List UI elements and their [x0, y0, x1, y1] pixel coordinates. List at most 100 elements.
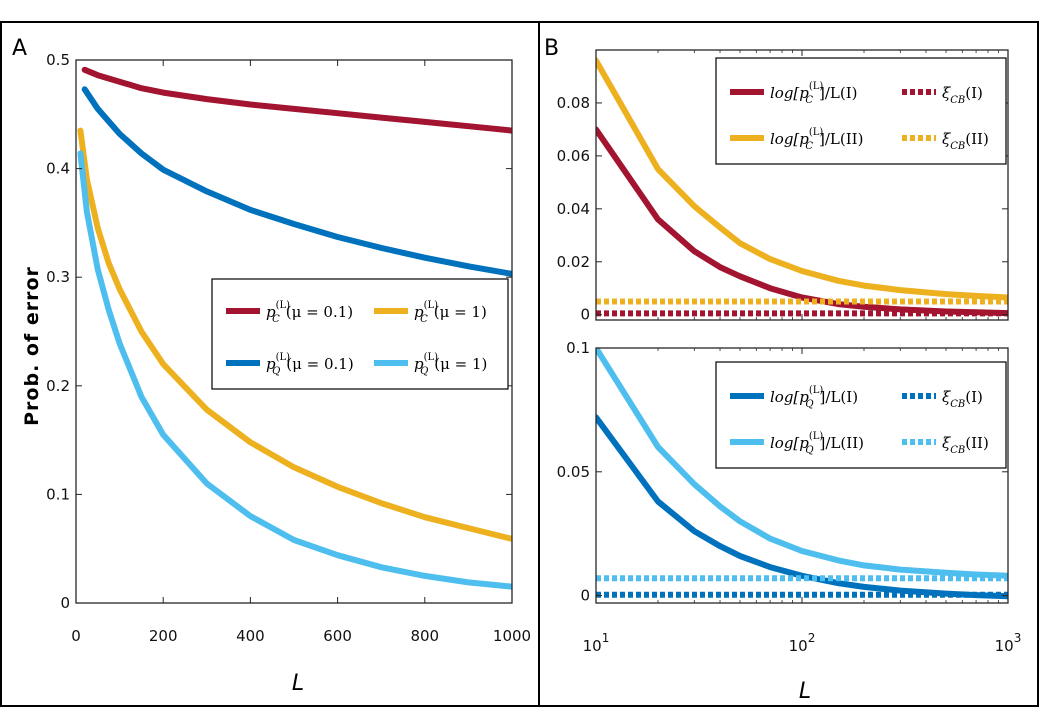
legend-label-sub: CB — [950, 445, 965, 456]
series-line-0-3 — [77, 150, 512, 590]
legend-label-sup: (L) — [809, 81, 824, 92]
legend-label: log[p(L) Q ]/L(II) — [770, 431, 864, 456]
y-tick-label: 0 — [580, 587, 590, 605]
x-tick-base: 10 — [789, 637, 808, 655]
legend-label: p(L) C (μ = 1) — [414, 300, 487, 325]
legend-label: ξCB(I) — [942, 388, 983, 410]
legend-label-sup: (L) — [276, 300, 291, 311]
legend-label: p(L) C (μ = 0.1) — [266, 300, 353, 325]
legend-label-tail: ]/L(I) — [819, 84, 858, 102]
legend-label-tail: (II) — [965, 130, 989, 148]
x-tick-label: 0 — [71, 627, 81, 645]
legend-label: ξCB(II) — [942, 434, 989, 456]
legend-label: ξCB(II) — [942, 130, 989, 152]
y-tick-label: 0.1 — [46, 485, 70, 503]
axes-box — [75, 59, 513, 604]
legend-label-base: p — [414, 303, 424, 321]
legend-label-tail: (II) — [965, 434, 989, 452]
legend-label-sub: Q — [805, 399, 813, 410]
x-tick-base: 10 — [583, 637, 602, 655]
series-line-2-0 — [596, 414, 1008, 600]
legend-label: p(L) Q (μ = 1) — [414, 352, 487, 377]
x-tick-label: 102 — [789, 631, 816, 655]
legend-label-base: ξ — [942, 130, 951, 148]
y-tick-label: 0.2 — [46, 377, 70, 395]
legend-label-tail: (μ = 0.1) — [286, 303, 353, 321]
legend-label-sup: (L) — [809, 127, 824, 138]
legend-box — [715, 361, 1007, 469]
legend-label-tail: (I) — [965, 388, 983, 406]
legend-label-sub: Q — [272, 366, 280, 377]
legend-label-sub: CB — [950, 95, 965, 106]
series-line-0-0 — [81, 66, 512, 134]
legend-label-base: ξ — [942, 388, 951, 406]
panel-label-b: B — [544, 36, 559, 61]
legend-label-sub: Q — [420, 366, 428, 377]
legend-box — [715, 57, 1007, 165]
figure-frame — [0, 21, 1039, 707]
legend-label: log[p(L) Q ]/L(I) — [770, 385, 858, 410]
series-line-2-1 — [596, 348, 1008, 579]
x-tick-exponent: 3 — [1014, 631, 1022, 645]
panel-b-x-axis-label: L — [799, 679, 811, 704]
legend-label-tail: ]/L(II) — [820, 434, 864, 452]
y-tick-label: 0.3 — [46, 268, 70, 286]
x-tick-label: 103 — [995, 631, 1022, 655]
legend-label-tail: (I) — [965, 84, 983, 102]
legend-label-base: p — [414, 355, 424, 373]
legend: log[p(L) C]/L(I) ξCB(I)log[p(L) C]/L(II) ξCB… — [715, 57, 1007, 165]
legend-label-sub: CB — [950, 141, 965, 152]
legend-label-sup: (L) — [809, 385, 824, 396]
legend-label-sup: (L) — [424, 300, 439, 311]
legend-label-base: log[p — [770, 130, 809, 148]
y-tick-label: 0.06 — [557, 147, 590, 165]
y-tick-label: 0.05 — [557, 463, 590, 481]
legend-label-base: ξ — [942, 434, 951, 452]
x-tick-base: 10 — [995, 637, 1014, 655]
legend-label-tail: (μ = 1) — [434, 303, 487, 321]
x-tick-label: 1000 — [493, 627, 531, 645]
legend-label-sub: C — [272, 314, 280, 325]
x-tick-exponent: 1 — [602, 631, 610, 645]
legend-label-tail: (μ = 1) — [434, 355, 487, 373]
legend-label-sub: C — [805, 141, 813, 152]
y-tick-label: 0 — [580, 306, 590, 324]
series-line-1-1 — [596, 57, 1008, 301]
panel-label-a: A — [12, 36, 27, 61]
y-tick-label: 0.08 — [557, 94, 590, 112]
series-line-0-1 — [81, 86, 512, 277]
series-line-0-2 — [77, 127, 512, 542]
legend-label-sup: (L) — [809, 431, 824, 442]
legend-label-sub: C — [805, 95, 813, 106]
legend-label-sub: C — [420, 314, 428, 325]
x-tick-label: 101 — [583, 631, 610, 655]
y-tick-label: 0.02 — [557, 253, 590, 271]
y-tick-label: 0.1 — [566, 339, 590, 357]
legend-label: log[p(L) C]/L(II) — [770, 127, 863, 152]
legend-label-base: p — [266, 355, 276, 373]
y-tick-label: 0.04 — [557, 200, 590, 218]
panel-a-y-axis-label: Prob. of error — [21, 266, 43, 426]
legend-label: ξCB(I) — [942, 84, 983, 106]
legend-label-tail: ]/L(I) — [820, 388, 859, 406]
legend-label: log[p(L) C]/L(I) — [770, 81, 858, 106]
legend-label-sup: (L) — [276, 352, 291, 363]
legend-label-tail: (μ = 0.1) — [286, 355, 353, 373]
legend-label: p(L) Q (μ = 0.1) — [266, 352, 354, 377]
y-tick-label: 0.5 — [46, 51, 70, 69]
x-tick-label: 600 — [323, 627, 352, 645]
x-tick-exponent: 2 — [808, 631, 816, 645]
series-line-1-0 — [596, 126, 1008, 317]
legend-label-base: log[p — [770, 434, 809, 452]
x-tick-label: 200 — [149, 627, 178, 645]
legend-label-base: log[p — [770, 388, 809, 406]
legend-label-base: ξ — [942, 84, 951, 102]
legend-label-sub: Q — [805, 445, 813, 456]
legend: log[p(L) Q]/L(I) ξCB(I)log[p(L) Q]/L(II) ξCB… — [715, 361, 1007, 469]
